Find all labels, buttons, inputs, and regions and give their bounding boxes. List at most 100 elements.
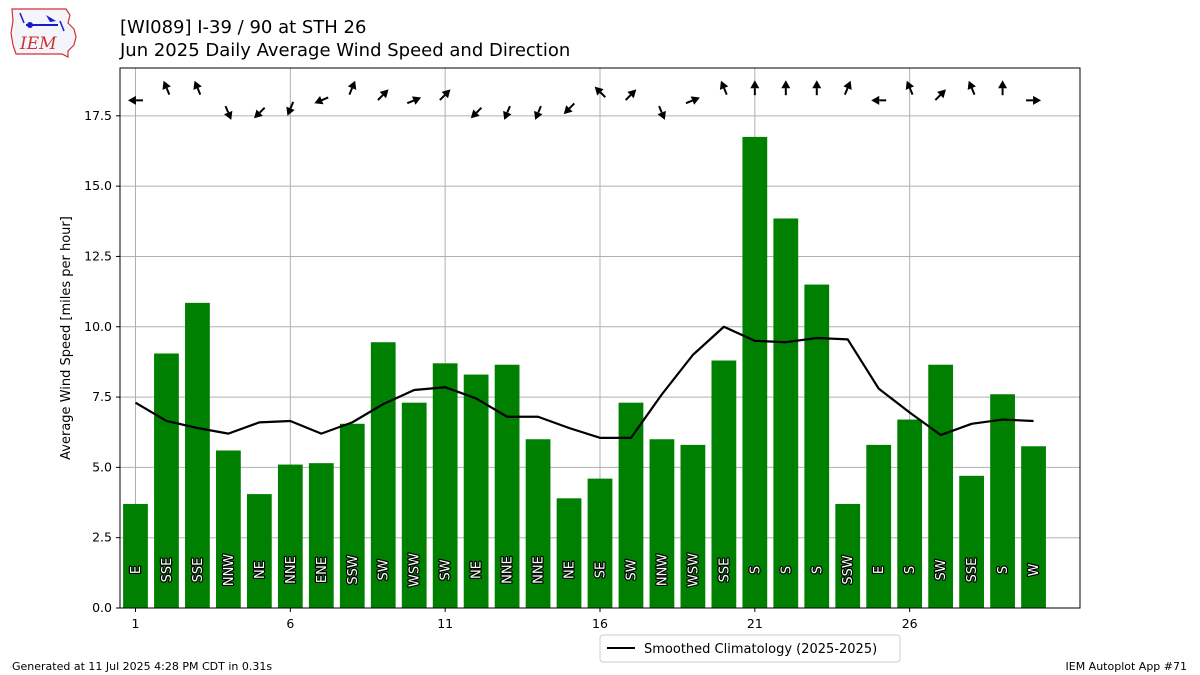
bar bbox=[711, 360, 737, 608]
x-tick-label: 16 bbox=[592, 616, 608, 631]
direction-label: W bbox=[1027, 563, 1042, 576]
wind-arrow-shaft bbox=[843, 87, 849, 95]
x-tick-label: 1 bbox=[132, 616, 140, 631]
wind-arrow-shaft bbox=[348, 87, 353, 95]
wind-arrow-head bbox=[750, 80, 760, 89]
wind-arrow-head bbox=[470, 109, 480, 119]
wind-arrow-shaft bbox=[321, 96, 329, 102]
wind-arrow-head bbox=[657, 110, 666, 120]
wind-arrow-head bbox=[379, 89, 389, 99]
iem-logo: IEM bbox=[10, 8, 77, 58]
wind-arrow-head bbox=[781, 80, 791, 89]
wind-arrow-shaft bbox=[259, 106, 266, 114]
direction-label: NNE bbox=[532, 556, 547, 584]
bar bbox=[246, 494, 272, 608]
direction-label: S bbox=[996, 566, 1011, 574]
wind-arrow-head bbox=[967, 80, 976, 90]
wind-arrow-head bbox=[503, 110, 512, 120]
bar bbox=[866, 444, 892, 608]
direction-label: WSW bbox=[408, 553, 423, 587]
wind-arrow-head bbox=[286, 106, 295, 116]
wind-arrow-shaft bbox=[685, 99, 693, 105]
wind-arrow-head bbox=[871, 95, 880, 105]
direction-label: S bbox=[748, 566, 763, 574]
bar bbox=[185, 302, 210, 608]
y-tick-label: 7.5 bbox=[92, 389, 112, 404]
x-tick-label: 26 bbox=[902, 616, 918, 631]
bar bbox=[339, 423, 365, 608]
direction-label: NE bbox=[253, 561, 268, 579]
climatology-line-group bbox=[134, 325, 1034, 439]
climatology-line bbox=[134, 325, 1034, 439]
x-tick-label: 11 bbox=[437, 616, 453, 631]
direction-label: SW bbox=[377, 559, 392, 580]
direction-label: SSW bbox=[346, 555, 361, 585]
direction-label: S bbox=[810, 566, 825, 574]
wind-arrow-shaft bbox=[377, 94, 384, 101]
direction-label: NNE bbox=[501, 556, 516, 584]
bar bbox=[804, 284, 830, 608]
bar bbox=[649, 439, 675, 608]
direction-label: SW bbox=[624, 559, 639, 580]
wind-arrow-head bbox=[719, 80, 729, 90]
wind-arrow-head bbox=[347, 80, 357, 90]
logo-text: IEM bbox=[19, 34, 57, 54]
direction-label: SW bbox=[439, 559, 454, 580]
wind-arrow-head bbox=[812, 80, 822, 89]
bar bbox=[494, 364, 520, 608]
direction-label: WSW bbox=[686, 553, 701, 587]
wind-arrow-shaft bbox=[537, 105, 542, 113]
wind-arrow-shaft bbox=[658, 105, 663, 113]
bar bbox=[216, 450, 241, 608]
wind-arrow-head bbox=[563, 105, 573, 115]
direction-label: E bbox=[129, 566, 144, 574]
wind-arrow-shaft bbox=[568, 102, 576, 110]
direction-label: SSE bbox=[965, 558, 980, 583]
wind-arrow-shaft bbox=[599, 91, 607, 98]
y-tick-label: 5.0 bbox=[92, 459, 112, 474]
direction-label: SSW bbox=[841, 555, 856, 585]
legend-box bbox=[599, 634, 901, 663]
bar bbox=[401, 402, 427, 608]
direction-label: ENE bbox=[315, 557, 330, 583]
wind-arrow-head bbox=[162, 80, 171, 90]
bar bbox=[1021, 446, 1046, 608]
x-tick-label: 21 bbox=[747, 616, 763, 631]
wind-arrow-shaft bbox=[475, 106, 483, 114]
wind-arrow-shaft bbox=[624, 94, 632, 101]
wind-arrow-shaft bbox=[970, 87, 976, 95]
bar bbox=[680, 444, 706, 608]
wind-arrow-head bbox=[193, 80, 202, 90]
direction-label: S bbox=[779, 566, 794, 574]
wind-arrow-shaft bbox=[406, 99, 415, 105]
wind-arrow-head bbox=[937, 89, 946, 99]
bar bbox=[742, 136, 768, 608]
legend: Smoothed Climatology (2025-2025) bbox=[599, 634, 901, 663]
bar bbox=[835, 503, 861, 608]
wind-arrow-shaft bbox=[224, 105, 230, 113]
app-credit: IEM Autoplot App #71 bbox=[1065, 660, 1188, 673]
legend-label: Smoothed Climatology (2025-2025) bbox=[644, 642, 877, 657]
wind-arrow-head bbox=[690, 96, 700, 105]
y-tick-label: 12.5 bbox=[84, 248, 112, 263]
wind-arrow-head bbox=[843, 80, 852, 90]
wind-arrow-head bbox=[412, 96, 422, 105]
direction-label: E bbox=[872, 566, 887, 574]
wind-arrow-shaft bbox=[196, 87, 202, 95]
bar bbox=[154, 353, 179, 608]
bar bbox=[463, 374, 489, 608]
y-tick-label: 0.0 bbox=[92, 600, 112, 615]
wind-arrows bbox=[127, 80, 1042, 120]
wind-arrow-head bbox=[254, 109, 263, 119]
wind-arrow-head bbox=[224, 110, 233, 120]
direction-label: SSE bbox=[191, 558, 206, 583]
direction-label: NNW bbox=[222, 554, 237, 586]
wind-arrow-head bbox=[1033, 95, 1042, 105]
y-axis-label: Average Wind Speed [miles per hour] bbox=[59, 216, 74, 460]
axes: 0.02.55.07.510.012.515.017.51 6 11 16 21 26 bbox=[84, 108, 918, 631]
y-tick-label: 2.5 bbox=[92, 530, 112, 545]
direction-label: SW bbox=[934, 559, 949, 580]
wind-arrow-shaft bbox=[506, 105, 511, 113]
direction-label: SE bbox=[594, 562, 609, 578]
